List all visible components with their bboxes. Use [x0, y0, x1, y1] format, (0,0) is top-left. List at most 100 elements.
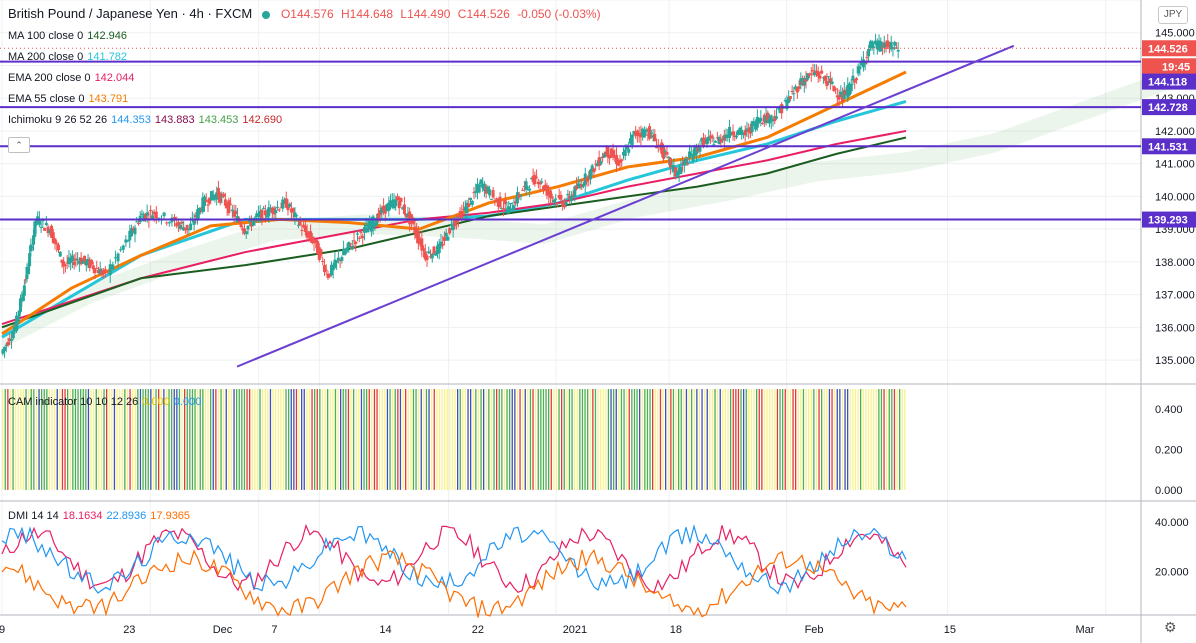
cam-bar — [355, 389, 357, 490]
candle-body — [569, 195, 573, 202]
indicator-legend[interactable]: EMA 200 close 0 142.044 — [8, 71, 134, 85]
cam-bar — [724, 389, 727, 490]
candle-body — [175, 223, 179, 227]
cam-bar — [38, 389, 40, 490]
candle-body — [411, 217, 415, 224]
dmi-tick-label: 40.000 — [1155, 517, 1189, 529]
cam-bar — [186, 389, 188, 490]
indicator-legend[interactable]: Ichimoku 9 26 52 26 144.353 143.883 143.453… — [8, 113, 282, 127]
cam-bar — [124, 389, 126, 490]
candle-body — [88, 259, 92, 269]
cam-bar — [511, 389, 513, 490]
cam-bar — [613, 389, 615, 490]
candle-body — [573, 186, 577, 197]
legend-value: 141.782 — [87, 51, 127, 63]
collapse-legend-button[interactable]: ⌃ — [8, 137, 30, 153]
candle-body — [362, 227, 366, 233]
cam-bar — [46, 389, 48, 490]
cam-bar — [748, 389, 750, 490]
cam-bar — [215, 389, 217, 490]
symbol-title[interactable]: British Pound / Japanese Yen · 4h · FXCM — [8, 6, 253, 21]
candle-body — [329, 264, 333, 276]
candle-body — [515, 192, 519, 204]
candle-body — [832, 85, 836, 91]
candle-body — [460, 211, 464, 218]
indicator-legend[interactable]: EMA 55 close 0 143.791 — [8, 92, 128, 106]
cam-bar — [199, 389, 201, 490]
cam-bar — [808, 389, 810, 490]
candle-body — [176, 222, 180, 226]
candle-body — [305, 231, 309, 238]
cam-bar — [860, 389, 862, 490]
candle-body — [641, 128, 645, 136]
candle-body — [404, 213, 408, 218]
cam-bar — [454, 389, 456, 490]
cam-bar — [147, 389, 149, 490]
cam-bar — [774, 389, 776, 490]
candle-body — [896, 49, 900, 52]
cam-bar — [501, 389, 503, 490]
candle-body — [808, 73, 812, 76]
dmi-legend[interactable]: DMI 14 14 18.1634 22.8936 17.9365 — [8, 509, 190, 523]
cam-bar — [184, 389, 186, 490]
candle-body — [366, 227, 370, 233]
cam-bar — [340, 389, 342, 490]
candle-body — [710, 135, 714, 139]
cam-bar — [298, 389, 300, 490]
cam-bar — [589, 389, 591, 490]
candle-body — [111, 264, 115, 270]
cam-bar — [306, 389, 308, 490]
gear-icon[interactable]: ⚙ — [1164, 619, 1177, 635]
candle-body — [686, 163, 690, 165]
candle-body — [776, 107, 780, 109]
candle-body — [821, 77, 825, 79]
candle-body — [444, 232, 448, 237]
dmi-line — [1, 549, 907, 618]
candle-body — [11, 331, 15, 339]
cam-bar — [696, 389, 698, 490]
candle-body — [648, 126, 652, 139]
cam-bar — [420, 389, 422, 490]
candle-body — [369, 222, 373, 232]
candle-body — [634, 131, 638, 136]
candle-body — [58, 251, 62, 257]
indicator-legend[interactable]: MA 200 close 0 141.782 — [8, 50, 127, 64]
candle-body — [609, 148, 613, 158]
cam-bar — [631, 389, 633, 490]
cam-bar — [771, 389, 773, 490]
candle-body — [180, 221, 184, 224]
candle-body — [561, 202, 565, 207]
cam-bar — [847, 389, 849, 490]
candle-body — [439, 241, 443, 247]
cam-tick-label: 0.200 — [1155, 445, 1183, 457]
cam-bar — [425, 389, 428, 490]
candle-body — [113, 257, 117, 259]
cam-bar — [321, 389, 324, 490]
candle-body — [550, 196, 554, 199]
candle-body — [98, 268, 102, 275]
candle-body — [418, 243, 422, 245]
candle-body — [755, 116, 759, 128]
candle-body — [91, 265, 95, 270]
candle-body — [167, 222, 171, 224]
cam-bar — [293, 389, 295, 490]
cam-bar — [43, 389, 45, 490]
candle-body — [602, 153, 606, 158]
indicator-legend[interactable]: MA 100 close 0 142.946 — [8, 29, 127, 43]
cam-bar — [727, 389, 729, 490]
candle-body — [835, 95, 839, 98]
cam-legend[interactable]: CAM indicator 10 10 12 26 0.000 0.000 — [8, 395, 201, 409]
currency-button[interactable]: JPY — [1158, 6, 1188, 24]
candle-body — [594, 163, 598, 165]
cam-bar — [329, 389, 331, 490]
cam-bar — [831, 389, 833, 490]
cam-bar — [410, 389, 412, 490]
candle-body — [585, 177, 589, 182]
candle-body — [583, 173, 587, 185]
candle-body — [441, 243, 445, 246]
cam-bar — [483, 389, 485, 490]
candle-body — [635, 130, 639, 137]
candle-body — [747, 129, 751, 133]
candle-body — [265, 215, 269, 218]
